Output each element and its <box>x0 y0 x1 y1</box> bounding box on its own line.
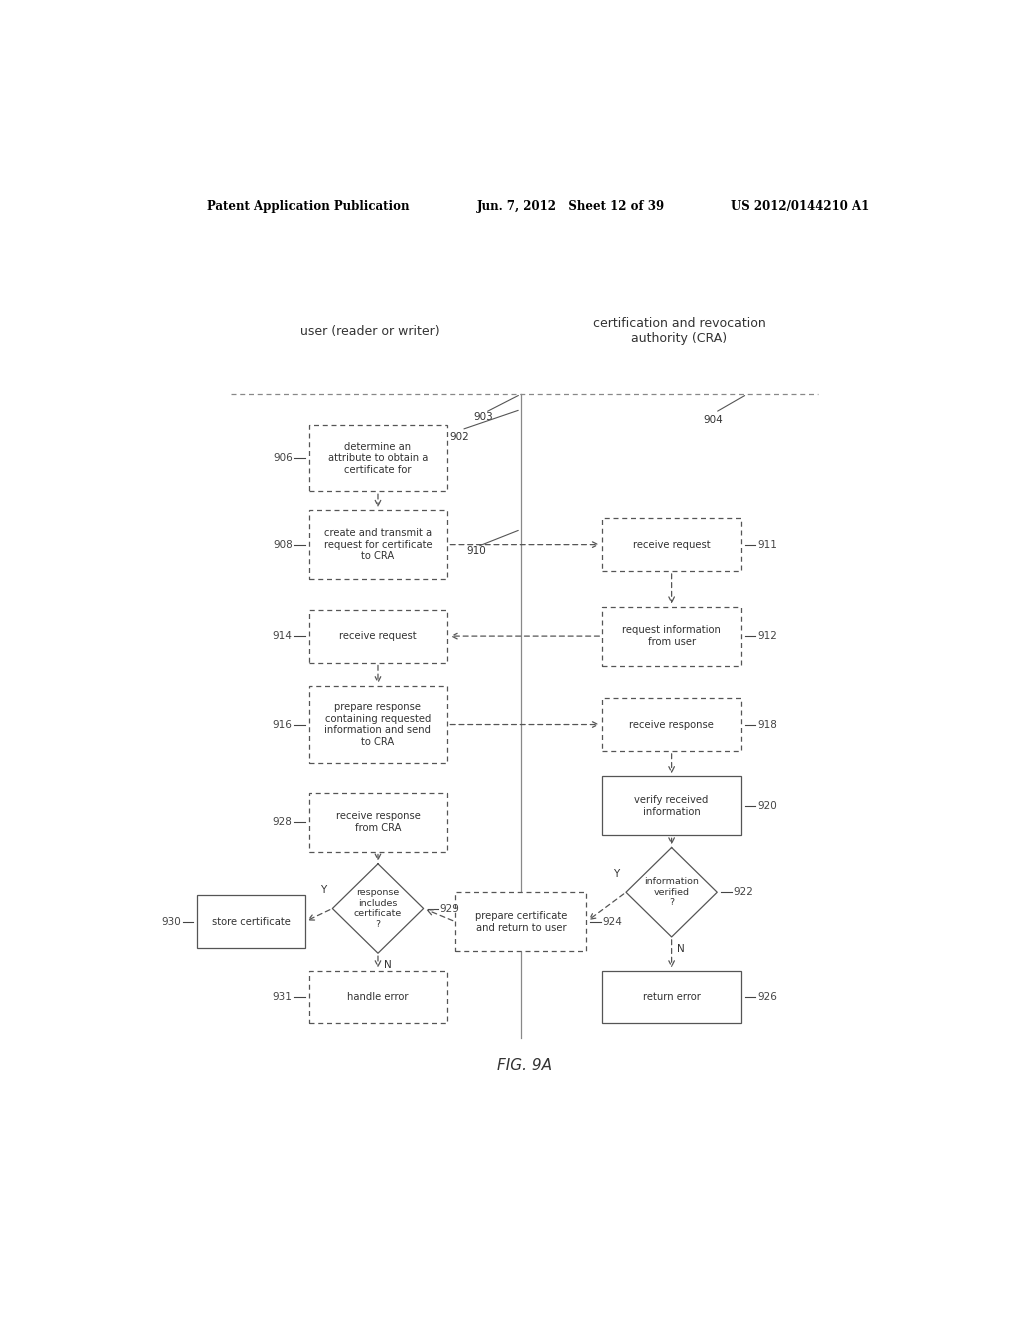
FancyBboxPatch shape <box>308 610 447 663</box>
FancyBboxPatch shape <box>602 970 741 1023</box>
Text: 906: 906 <box>273 453 293 463</box>
Text: 911: 911 <box>757 540 777 549</box>
FancyBboxPatch shape <box>308 510 447 579</box>
Text: information
verified
?: information verified ? <box>644 878 699 907</box>
Text: Jun. 7, 2012   Sheet 12 of 39: Jun. 7, 2012 Sheet 12 of 39 <box>477 199 666 213</box>
Text: create and transmit a
request for certificate
to CRA: create and transmit a request for certif… <box>324 528 432 561</box>
FancyBboxPatch shape <box>308 425 447 491</box>
Text: 903: 903 <box>473 412 493 421</box>
Text: 931: 931 <box>272 991 293 1002</box>
Text: store certificate: store certificate <box>212 916 291 927</box>
Text: FIG. 9A: FIG. 9A <box>498 1057 552 1073</box>
Text: receive request: receive request <box>633 540 711 549</box>
Text: receive response: receive response <box>629 719 714 730</box>
FancyBboxPatch shape <box>308 970 447 1023</box>
Text: request information
from user: request information from user <box>623 626 721 647</box>
Text: verify received
information: verify received information <box>635 795 709 817</box>
Text: Y: Y <box>319 886 326 895</box>
Text: N: N <box>677 944 685 954</box>
Text: user (reader or writer): user (reader or writer) <box>300 325 440 338</box>
Text: 912: 912 <box>757 631 777 642</box>
Text: receive response
from CRA: receive response from CRA <box>336 812 421 833</box>
FancyBboxPatch shape <box>198 895 304 948</box>
Text: 922: 922 <box>733 887 753 898</box>
Text: 930: 930 <box>162 916 181 927</box>
Text: 926: 926 <box>757 991 777 1002</box>
Text: prepare response
containing requested
information and send
to CRA: prepare response containing requested in… <box>325 702 431 747</box>
Polygon shape <box>333 863 424 953</box>
Text: 902: 902 <box>450 432 469 442</box>
Text: response
includes
certificate
?: response includes certificate ? <box>354 888 402 928</box>
Text: 924: 924 <box>602 916 622 927</box>
Text: 916: 916 <box>272 719 293 730</box>
Text: US 2012/0144210 A1: US 2012/0144210 A1 <box>731 199 869 213</box>
Text: Y: Y <box>613 869 620 879</box>
Text: N: N <box>384 961 391 970</box>
Text: 929: 929 <box>439 903 460 913</box>
Text: determine an
attribute to obtain a
certificate for: determine an attribute to obtain a certi… <box>328 442 428 475</box>
Text: 904: 904 <box>703 414 723 425</box>
FancyBboxPatch shape <box>456 892 587 952</box>
Text: 914: 914 <box>272 631 293 642</box>
Text: receive request: receive request <box>339 631 417 642</box>
FancyBboxPatch shape <box>308 792 447 851</box>
FancyBboxPatch shape <box>602 519 741 572</box>
Text: 928: 928 <box>272 817 293 828</box>
FancyBboxPatch shape <box>308 686 447 763</box>
Text: 920: 920 <box>757 801 776 810</box>
Text: Patent Application Publication: Patent Application Publication <box>207 199 410 213</box>
Text: return error: return error <box>643 991 700 1002</box>
Polygon shape <box>626 847 717 937</box>
Text: certification and revocation
authority (CRA): certification and revocation authority (… <box>593 317 766 346</box>
Text: prepare certificate
and return to user: prepare certificate and return to user <box>475 911 567 932</box>
FancyBboxPatch shape <box>602 698 741 751</box>
Text: 910: 910 <box>467 545 486 556</box>
Text: 918: 918 <box>757 719 777 730</box>
Text: 908: 908 <box>273 540 293 549</box>
FancyBboxPatch shape <box>602 776 741 836</box>
Text: handle error: handle error <box>347 991 409 1002</box>
FancyBboxPatch shape <box>602 607 741 665</box>
